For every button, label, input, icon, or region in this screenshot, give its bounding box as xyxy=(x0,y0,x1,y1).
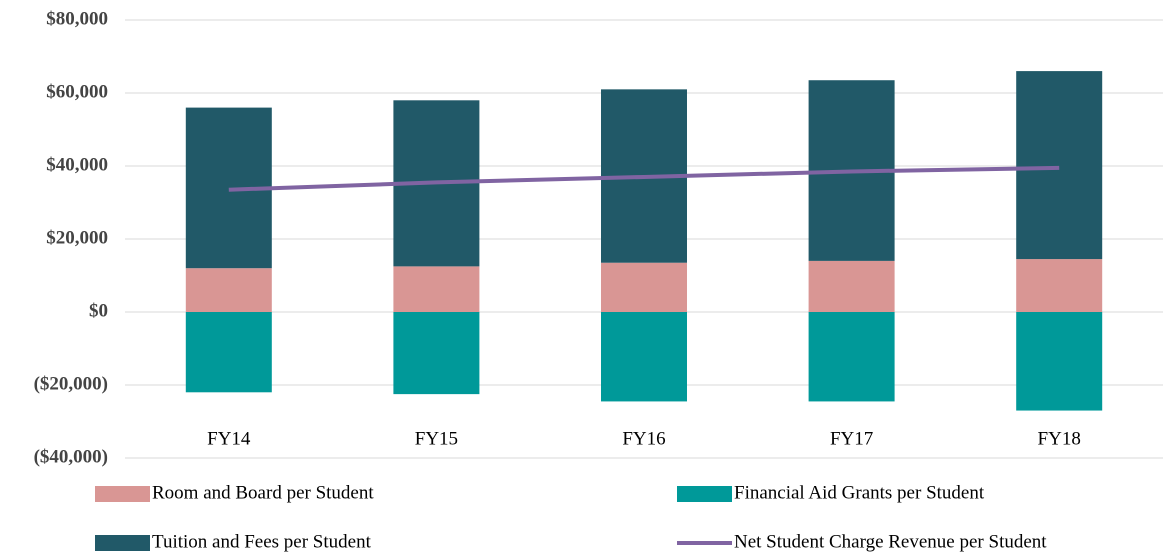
x-tick-label: FY15 xyxy=(415,428,458,449)
bar-segment xyxy=(601,262,687,312)
bar-segment xyxy=(185,268,272,312)
bar-segment xyxy=(393,266,480,312)
legend-label: Net Student Charge Revenue per Student xyxy=(734,531,1047,552)
x-tick-label: FY17 xyxy=(830,428,873,449)
legend-label: Tuition and Fees per Student xyxy=(152,531,372,552)
x-tick-label: FY14 xyxy=(207,428,251,449)
bar-segment xyxy=(601,312,687,402)
y-tick-label: $20,000 xyxy=(46,227,108,248)
x-tick-label: FY16 xyxy=(622,428,665,449)
legend-label: Room and Board per Student xyxy=(152,482,374,503)
legend-label: Financial Aid Grants per Student xyxy=(734,482,985,503)
bar-segment xyxy=(1016,312,1103,411)
bar-segment xyxy=(808,260,895,312)
legend-swatch xyxy=(677,486,732,502)
x-tick-label: FY18 xyxy=(1038,428,1081,449)
y-tick-label: $80,000 xyxy=(46,8,108,29)
bar-segment xyxy=(808,312,895,402)
line-series xyxy=(228,165,1060,192)
y-tick-label: ($20,000) xyxy=(34,373,108,394)
bar-segment xyxy=(393,312,480,395)
y-tick-label: ($40,000) xyxy=(34,446,108,467)
bar-segment xyxy=(1016,259,1103,312)
y-tick-label: $60,000 xyxy=(46,81,108,102)
bar-segment xyxy=(185,312,272,393)
y-tick-label: $40,000 xyxy=(46,154,108,175)
bar-segment xyxy=(1016,71,1103,260)
legend-swatch xyxy=(95,486,150,502)
legend-swatch xyxy=(95,535,150,551)
y-tick-label: $0 xyxy=(89,300,108,321)
